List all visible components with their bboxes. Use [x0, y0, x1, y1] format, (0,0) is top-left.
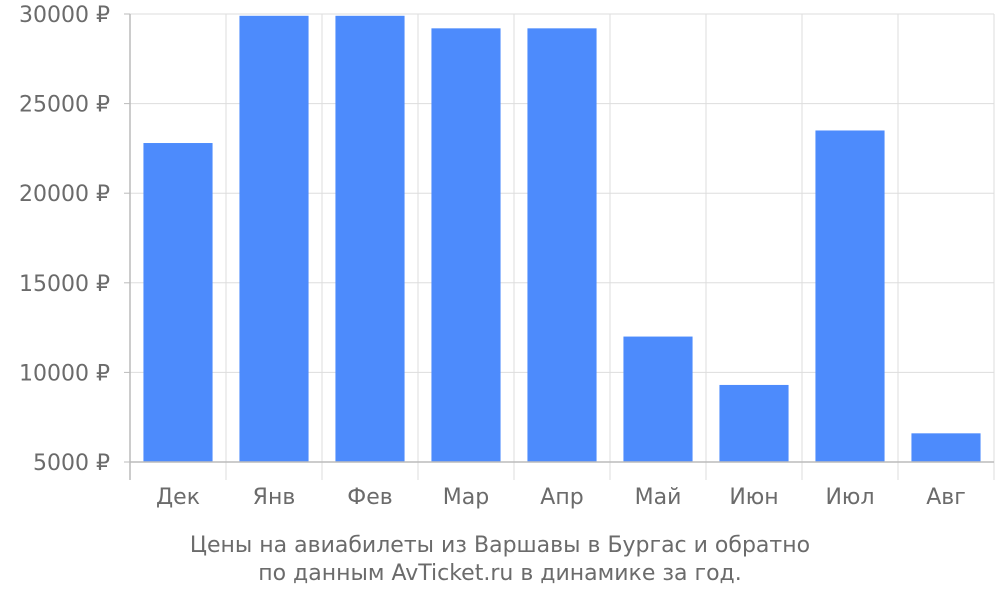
x-tick-label: Янв: [253, 485, 296, 510]
bar-2: [239, 15, 309, 463]
bar-6: [623, 336, 693, 462]
bar-chart: 5000 ₽ 10000 ₽ 15000 ₽ 20000 ₽ 25000 ₽ 30000 …: [19, 3, 995, 510]
bar-8: [815, 130, 885, 463]
caption-line-2: по данным AvTicket.ru в динамике за год.: [258, 561, 742, 586]
y-tick-label: 15000 ₽: [19, 272, 110, 297]
y-tick-label: 30000 ₽: [19, 3, 110, 28]
y-tick-label: 25000 ₽: [19, 93, 110, 118]
x-tick-label: Фев: [347, 485, 392, 510]
x-tick-label: Июл: [825, 485, 874, 510]
y-tick-label: 10000 ₽: [19, 361, 110, 386]
bar-3: [335, 15, 405, 463]
y-tick-label: 5000 ₽: [33, 451, 110, 476]
x-tick-label: Май: [635, 485, 682, 510]
bar-5: [527, 28, 597, 463]
axes: [124, 13, 994, 480]
bar-7: [719, 384, 789, 462]
x-tick-labels: Дек Янв Фев Мар Апр Май Июн Июл Авг: [156, 485, 966, 510]
x-tick-label: Дек: [156, 485, 200, 510]
y-tick-labels: 5000 ₽ 10000 ₽ 15000 ₽ 20000 ₽ 25000 ₽ 30000 …: [19, 3, 110, 476]
chart-caption: Цены на авиабилеты из Варшавы в Бургас и…: [0, 532, 1000, 588]
x-tick-label: Июн: [729, 485, 778, 510]
bar-9: [911, 433, 981, 462]
caption-line-1: Цены на авиабилеты из Варшавы в Бургас и…: [189, 533, 811, 558]
bars: [143, 15, 981, 463]
y-tick-label: 20000 ₽: [19, 182, 110, 207]
x-tick-label: Авг: [926, 485, 966, 510]
x-tick-label: Апр: [540, 485, 583, 510]
x-tick-label: Мар: [443, 485, 489, 510]
bar-4: [431, 28, 501, 463]
bar-1: [143, 143, 213, 463]
